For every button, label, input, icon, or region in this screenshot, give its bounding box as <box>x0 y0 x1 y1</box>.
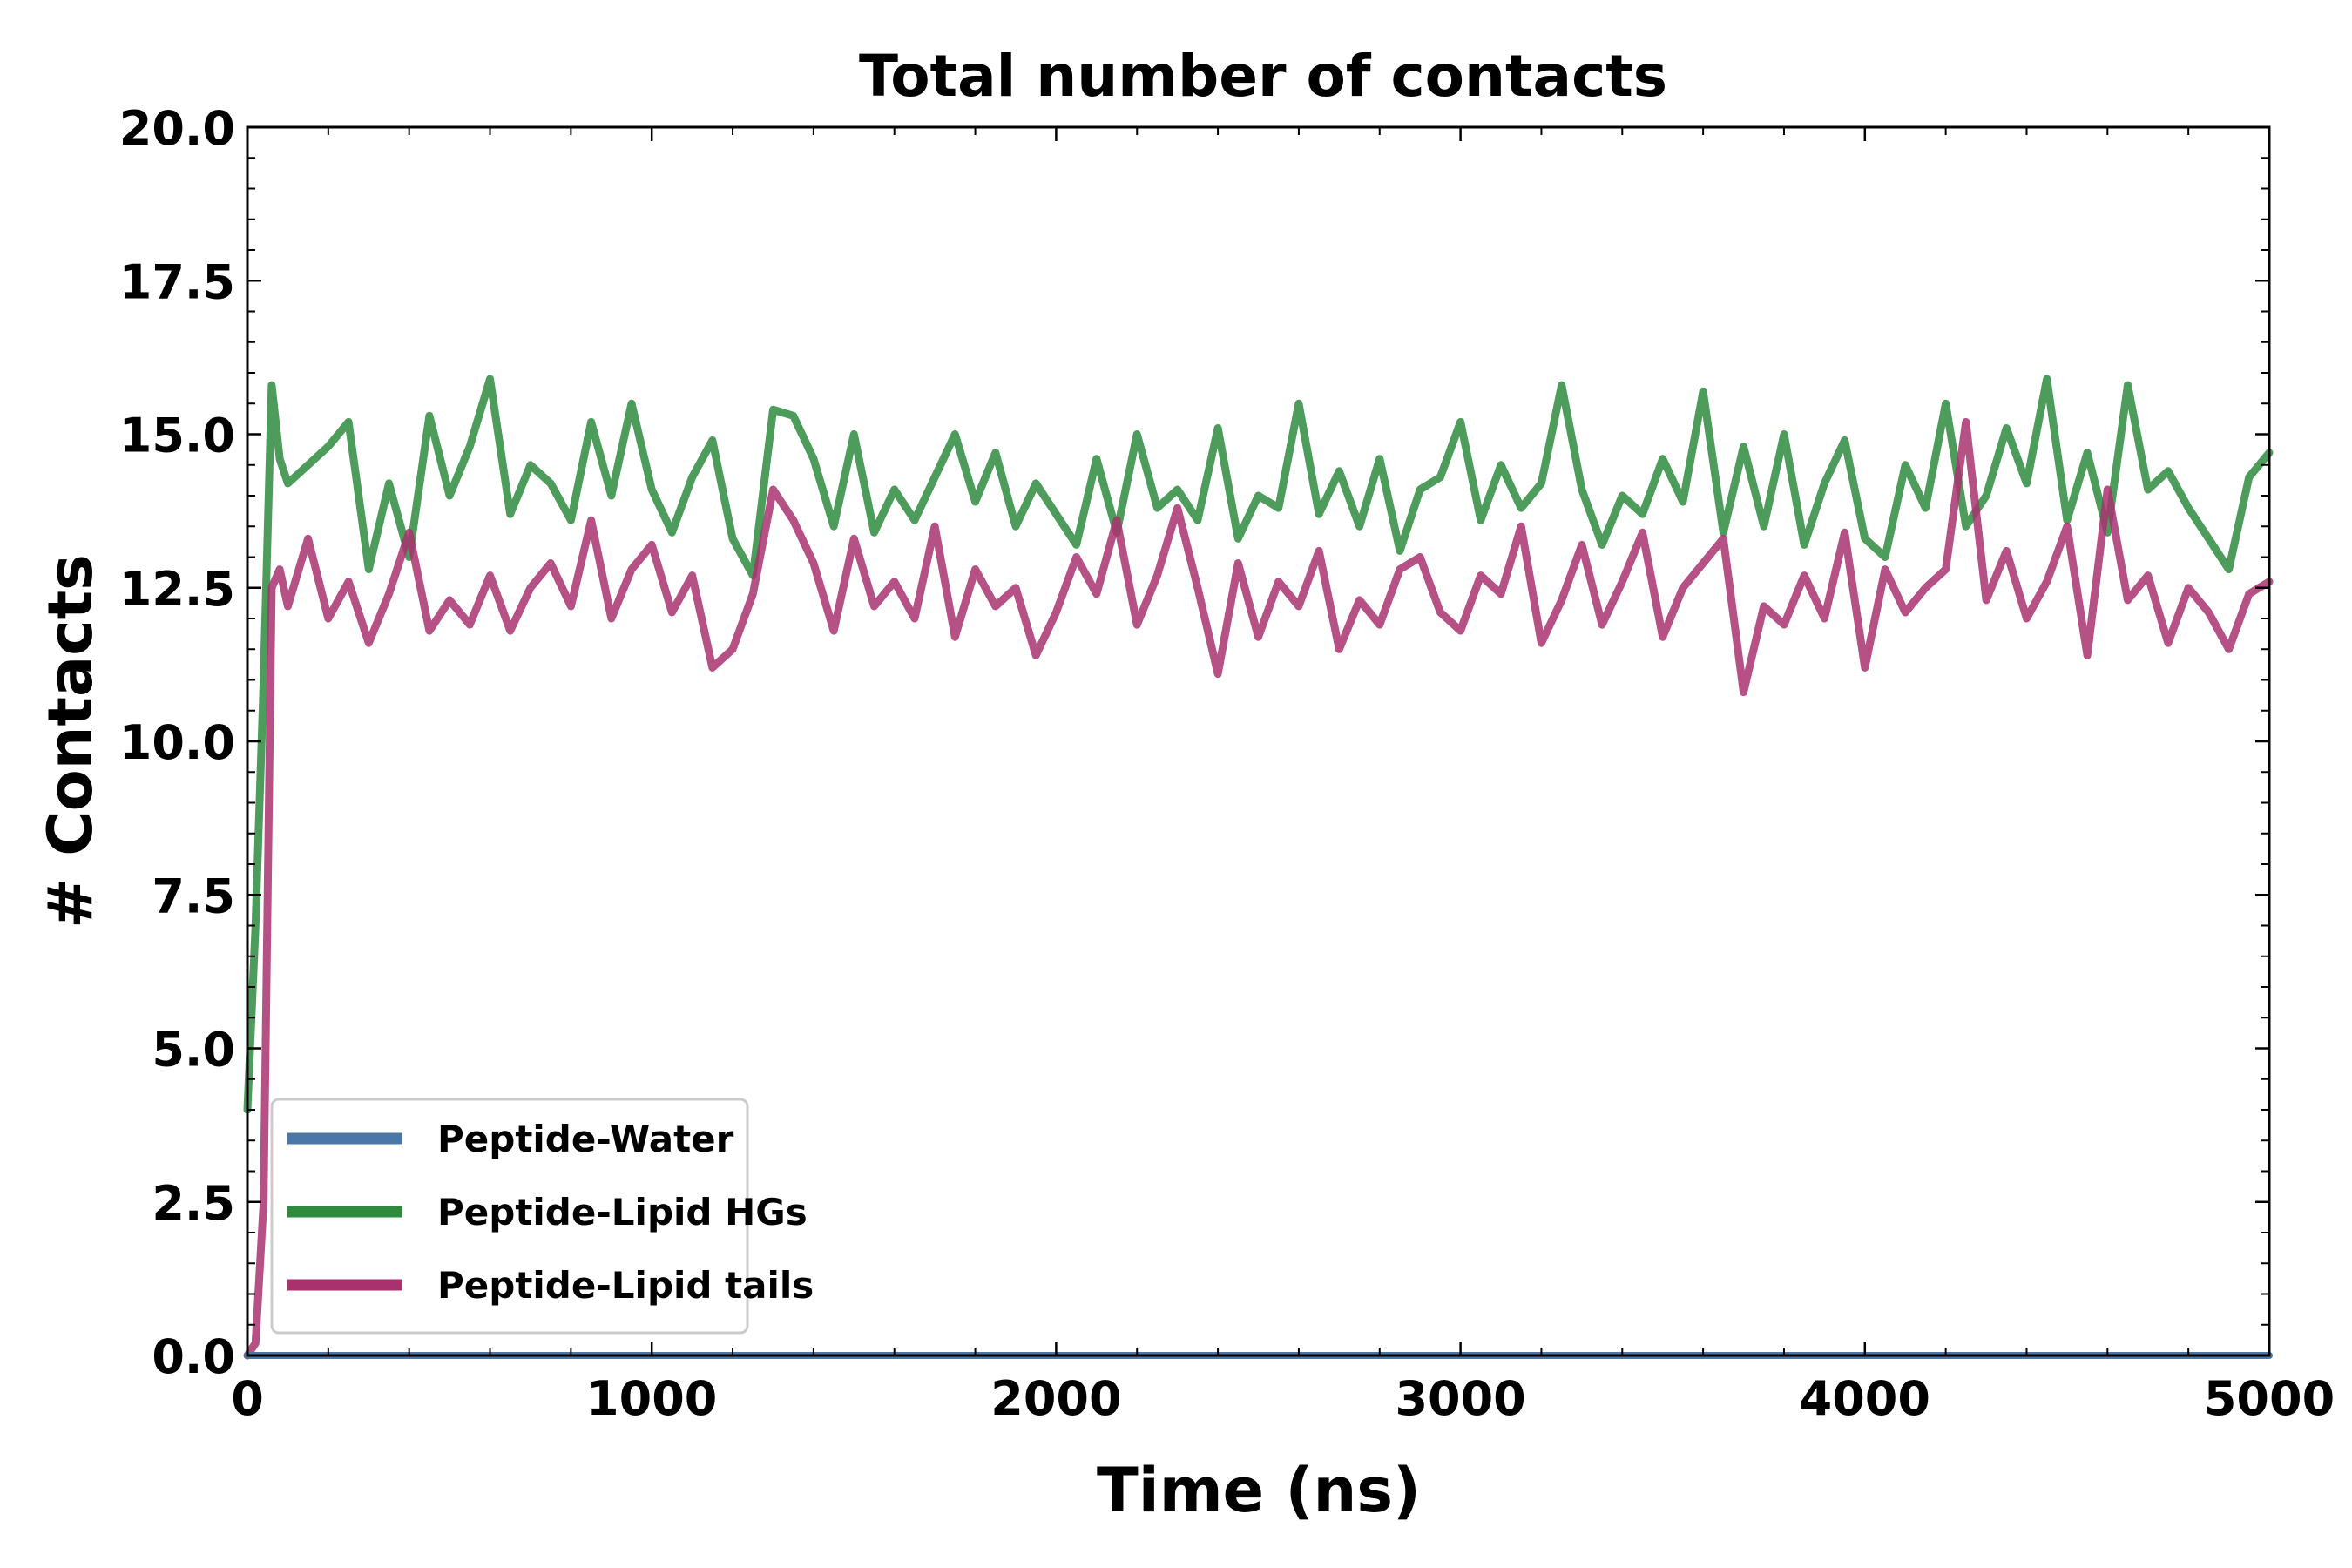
series-line-1 <box>243 375 2274 1114</box>
x-tick-label: 5000 <box>2204 1371 2335 1426</box>
legend-label-2: Peptide-Lipid tails <box>437 1264 814 1307</box>
y-axis-label: # Contacts <box>35 554 106 929</box>
y-tick-label: 5.0 <box>152 1023 235 1078</box>
y-tick-label: 15.0 <box>119 409 235 463</box>
y-tick-label: 2.5 <box>152 1176 235 1231</box>
y-tick-label: 17.5 <box>119 254 235 309</box>
x-tick-label: 3000 <box>1395 1371 1525 1426</box>
y-tick-label: 7.5 <box>152 868 235 923</box>
x-axis-label: Time (ns) <box>1097 1455 1421 1526</box>
x-tick-label: 4000 <box>1800 1371 1930 1426</box>
y-tick-label: 20.0 <box>119 101 235 156</box>
legend-label-0: Peptide-Water <box>437 1118 734 1160</box>
series-line-2 <box>243 417 2274 1360</box>
legend: Peptide-Water Peptide-Lipid HGs Peptide-Li… <box>270 1098 814 1335</box>
x-tick-label: 0 <box>231 1371 264 1426</box>
ticks-layer: 0 1000 2000 3000 4000 5000 0.0 2.5 5.0 7.5 10.0 12.… <box>119 101 2335 1426</box>
y-tick-label: 10.0 <box>119 715 235 770</box>
y-tick-label: 12.5 <box>119 562 235 617</box>
x-tick-label: 2000 <box>990 1371 1121 1426</box>
legend-label-1: Peptide-Lipid HGs <box>437 1191 808 1233</box>
y-tick-label: 0.0 <box>152 1329 235 1384</box>
chart-title: Total number of contacts <box>859 43 1667 110</box>
legend-box <box>270 1098 749 1335</box>
x-tick-label: 1000 <box>586 1371 717 1426</box>
